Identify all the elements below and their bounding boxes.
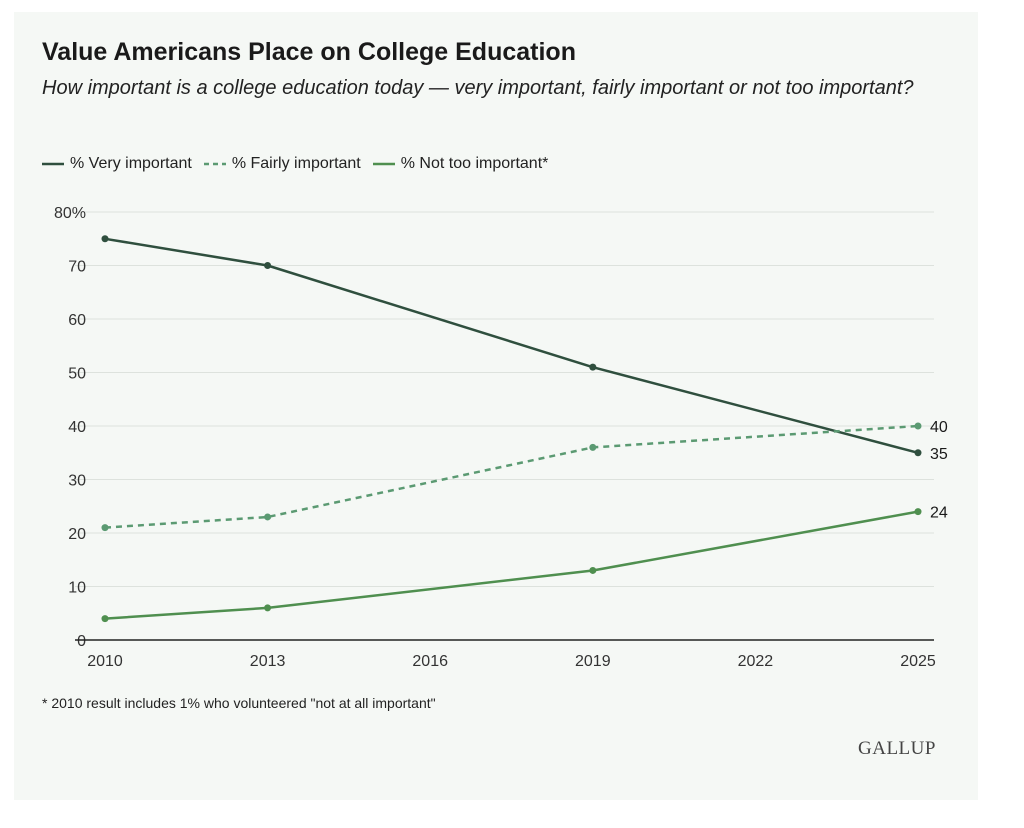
x-tick-label: 2022	[738, 653, 774, 670]
y-tick-label: 80%	[54, 205, 86, 222]
chart-subtitle: How important is a college education tod…	[42, 77, 914, 99]
y-tick-label: 50	[68, 366, 86, 383]
data-point	[589, 443, 597, 451]
data-point	[101, 235, 109, 243]
x-tick-label: 2016	[412, 653, 448, 670]
y-tick-label: 10	[68, 580, 86, 597]
gallup-logo: GALLUP	[858, 738, 936, 759]
data-point	[264, 262, 272, 269]
end-value-label: 35	[930, 446, 948, 463]
legend-label-very-important: % Very important	[70, 155, 192, 172]
data-point	[264, 513, 272, 521]
chart-title: Value Americans Place on College Educati…	[42, 38, 576, 66]
end-value-label: 24	[930, 505, 948, 522]
data-point	[101, 524, 109, 532]
chart-card	[14, 12, 978, 800]
data-point	[589, 363, 597, 371]
x-tick-label: 2013	[250, 653, 286, 670]
chart-legend: % Very important % Fairly important % No…	[42, 155, 560, 173]
legend-item-fairly-important: % Fairly important	[203, 155, 361, 173]
legend-item-very-important: % Very important	[42, 155, 192, 173]
series-line	[104, 510, 919, 620]
data-point	[914, 422, 922, 430]
chart-footnote: * 2010 result includes 1% who volunteere…	[42, 695, 436, 711]
legend-label-fairly-important: % Fairly important	[231, 155, 361, 172]
legend-item-not-too-important: % Not too important*	[372, 155, 549, 173]
y-tick-label: 70	[68, 259, 86, 276]
series-line	[104, 237, 919, 455]
data-point	[589, 566, 597, 574]
legend-swatch-fairly-important	[203, 162, 226, 166]
data-point	[914, 449, 922, 457]
x-tick-label: 2019	[575, 653, 611, 670]
x-tick-label: 2025	[900, 653, 936, 670]
x-tick-label: 2010	[87, 653, 123, 670]
end-value-label: 40	[930, 419, 948, 436]
series-line	[104, 424, 919, 529]
y-tick-label: 0	[77, 633, 86, 650]
data-point	[264, 604, 272, 612]
legend-swatch-very-important	[42, 162, 64, 166]
legend-label-not-too-important: % Not too important*	[400, 155, 549, 172]
legend-swatch-not-too-important	[372, 162, 395, 166]
data-point	[101, 615, 109, 623]
data-point	[914, 508, 922, 516]
y-tick-label: 40	[68, 419, 86, 436]
y-tick-label: 30	[68, 473, 86, 490]
y-tick-label: 60	[68, 312, 86, 329]
y-tick-label: 20	[68, 526, 86, 543]
